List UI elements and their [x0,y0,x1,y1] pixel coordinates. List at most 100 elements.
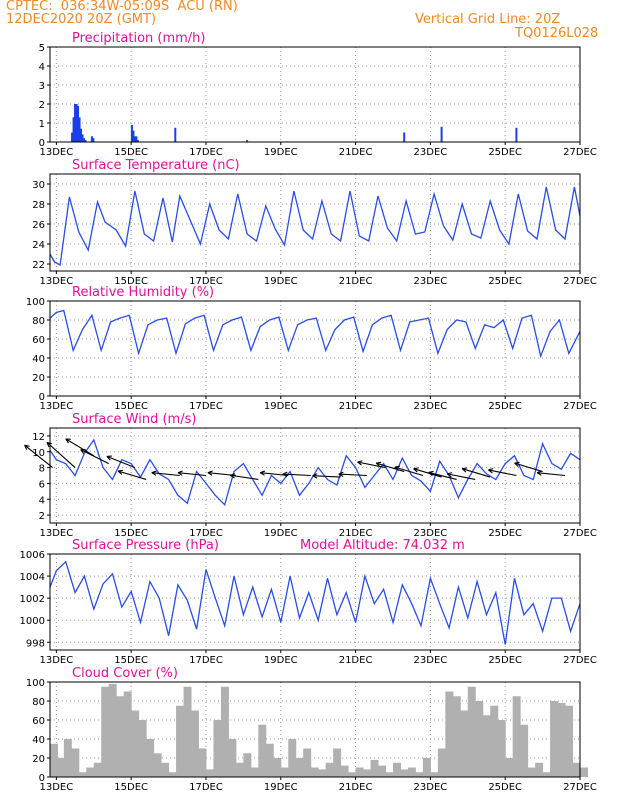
precip-bar [72,117,75,142]
station-header: CPTEC: 036:34W-05:09S ACU (RN) [6,0,238,14]
x-tick-label: 25DEC [488,401,522,412]
series-line [49,560,581,645]
wind-arrow-head [338,471,344,475]
cloud-bar [475,701,484,777]
cloud-bar [273,758,282,777]
wind-arrow-head [488,469,493,474]
cloud-bar [93,762,102,777]
x-tick-label: 13DEC [39,528,73,539]
precip-bar [246,140,249,142]
panel-frame [49,427,581,524]
panel-2: Relative Humidity (%) 0 20 40 60 80 100 13DEC 15… [26,285,597,412]
y-tick-label: 4 [39,495,45,506]
wind-arrow [462,468,491,478]
cloud-bar [392,762,401,777]
y-tick-label: 60 [32,335,45,346]
wind-arrow-head [230,474,235,479]
x-tick-label: 27DEC [563,782,597,793]
cloud-bar [213,720,222,777]
panel-5: Cloud Cover (%) 0 20 40 60 80 100 13DEC 15DEC 17D… [26,666,597,793]
precip-bar [132,130,135,142]
y-tick-label: 40 [32,735,45,746]
precip-bar [136,140,139,142]
panel-1: Surface Temperature (nC) 22 24 26 28 30 13DEC 1… [32,158,597,287]
y-tick-label: 60 [32,716,45,727]
x-tick-label: 15DEC [114,782,148,793]
wind-arrow-head [488,468,494,471]
cloud-bar [265,743,274,777]
wind-arrow [357,461,386,469]
model-altitude-label: Model Altitude: 74.032 m [300,538,465,553]
x-tick-label: 17DEC [189,276,223,287]
grid-line-header: Vertical Grid Line: 20Z [415,12,561,27]
wind-arrow [428,471,457,480]
wind-arrow-head [259,472,265,476]
cloud-bar [437,748,446,777]
wind-arrow-head [177,470,183,474]
wind-arrow [514,462,543,473]
precip-bar [174,127,177,142]
x-tick-label: 21DEC [339,276,373,287]
wind-arrow-head [230,473,236,476]
cloud-bar [318,769,327,777]
x-tick-label: 25DEC [488,276,522,287]
cloud-bar [542,772,551,777]
precip-bar [133,136,136,142]
panel-title: Surface Wind (m/s) [72,412,196,427]
cloud-bar [295,758,304,777]
cloud-bar [153,753,162,777]
cloud-bar [250,767,259,777]
cloud-bar [550,701,559,777]
x-tick-label: 17DEC [189,401,223,412]
date-header: 12DEC2020 20Z (GMT) [6,12,157,27]
y-tick-label: 1002 [20,594,45,605]
y-tick-label: 20 [32,754,45,765]
wind-arrow-head [462,467,468,470]
model-header: TQ0126L028 [515,26,599,41]
y-tick-label: 22 [32,260,45,271]
cloud-bar [228,739,237,777]
x-tick-label: 19DEC [264,276,298,287]
y-tick-label: 5 [39,43,45,54]
x-tick-label: 15DEC [114,655,148,666]
wind-arrow-head [428,470,434,473]
x-tick-label: 13DEC [39,655,73,666]
cloud-bar [50,743,58,777]
cloud-bar [183,686,192,777]
y-tick-label: 100 [26,678,45,689]
y-tick-label: 2 [39,100,45,111]
wind-arrow-head [151,470,157,474]
y-tick-label: 3 [39,81,45,92]
y-tick-label: 998 [26,638,45,649]
cloud-bar [288,739,297,777]
wind-arrow-head [177,472,183,476]
cloud-bar [205,769,214,777]
panel-3: Surface Wind (m/s) 2 4 6 8 10 12 13DEC 15DEC 17DE… [24,412,597,539]
cloud-bar [71,748,80,777]
cloud-bar [86,767,95,777]
cloud-bar [363,769,372,777]
cloud-bar [310,767,319,777]
x-tick-label: 23DEC [414,147,448,158]
cloud-bar [497,720,506,777]
x-tick-label: 27DEC [563,147,597,158]
wind-arrow-head [312,473,318,477]
y-tick-label: 80 [32,697,45,708]
cloud-bar [176,705,185,777]
cloud-bar [512,696,521,777]
y-tick-label: 40 [32,354,45,365]
precip-bar [90,136,93,142]
wind-arrow-head [413,468,418,473]
cloud-bar [333,748,342,777]
cloud-bar [161,762,170,777]
cloud-bar [355,767,364,777]
x-tick-label: 19DEC [264,147,298,158]
cloud-bar [482,715,491,777]
wind-arrow [177,472,207,477]
y-tick-label: 26 [32,220,45,231]
wind-arrow [447,473,476,480]
wind-arrow-head [375,462,381,467]
wind-arrow [117,470,147,480]
cloud-bar [280,767,289,777]
y-tick-label: 0 [39,773,45,784]
